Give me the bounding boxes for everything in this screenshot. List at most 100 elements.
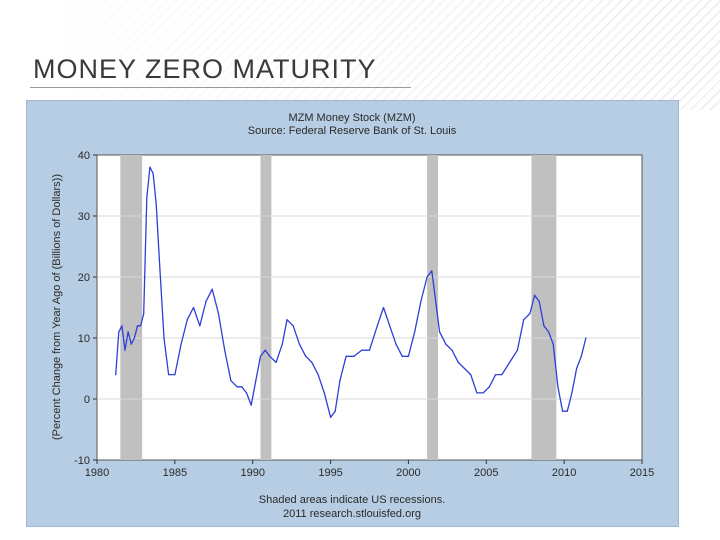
data-point [580, 355, 582, 357]
mzm-chart: MZM Money Stock (MZM) Source: Federal Re… [51, 112, 654, 520]
y-tick-label: -10 [74, 455, 90, 467]
data-point [382, 306, 385, 309]
data-point [115, 374, 117, 376]
data-point [495, 374, 497, 376]
recession-band [260, 155, 272, 460]
data-point [482, 392, 484, 394]
data-point [451, 349, 453, 351]
data-point [186, 319, 188, 321]
data-point [401, 355, 403, 357]
plot-area [96, 154, 643, 461]
data-point [230, 380, 232, 382]
data-point [334, 410, 336, 412]
x-tick-label: 1995 [318, 467, 342, 479]
data-point [407, 355, 410, 357]
data-point [376, 325, 378, 327]
y-tick-label: 30 [78, 211, 90, 223]
data-point [255, 380, 257, 382]
data-point [488, 386, 490, 388]
data-point [543, 325, 545, 327]
axes: -10 0 10 20 30 40 1980 1985 1990 1995 2000 2005 2010… [74, 150, 654, 479]
data-point [523, 319, 525, 321]
data-point [329, 416, 332, 418]
series-layer [115, 166, 587, 418]
data-point [168, 374, 170, 376]
data-point [155, 203, 157, 205]
data-point [292, 325, 294, 327]
data-point [476, 392, 478, 394]
recession-band [531, 155, 557, 460]
data-point [445, 343, 447, 345]
data-point [571, 392, 573, 394]
data-point [547, 331, 550, 333]
slide-title: MONEY ZERO MATURITY [33, 54, 377, 84]
x-tick-label: 1990 [240, 467, 264, 479]
y-tick-label: 10 [78, 333, 90, 345]
data-point [192, 306, 195, 309]
data-point [245, 392, 248, 394]
data-point [174, 374, 176, 376]
data-point [130, 343, 132, 345]
y-axis-label: (Percent Change from Year Ago of (Billio… [51, 174, 63, 440]
data-point [286, 319, 288, 321]
x-tick-label: 2010 [552, 467, 576, 479]
data-point [368, 349, 371, 351]
x-tick-label: 1985 [163, 467, 187, 479]
data-point [420, 300, 422, 302]
y-tick-label: 40 [78, 150, 90, 162]
data-point [463, 367, 466, 370]
data-point [281, 343, 283, 345]
data-point [140, 325, 142, 327]
data-point [339, 380, 341, 382]
background-fade [0, 0, 720, 110]
data-point [163, 337, 165, 339]
recession-bands [120, 155, 557, 460]
data-point [236, 386, 238, 388]
data-point [538, 300, 540, 302]
data-point [158, 258, 160, 260]
data-point [509, 361, 511, 363]
data-point [361, 349, 363, 351]
data-point [576, 367, 578, 370]
x-tick-label: 1980 [85, 467, 109, 479]
data-point [152, 172, 154, 174]
data-point [149, 166, 151, 168]
data-point [438, 331, 441, 333]
x-tick-label: 2015 [630, 467, 654, 479]
data-point [124, 349, 126, 351]
data-point [552, 343, 554, 345]
title-underline [30, 87, 411, 88]
data-point [146, 197, 148, 199]
data-point [426, 276, 428, 278]
data-point [298, 343, 301, 345]
data-point [180, 343, 182, 345]
data-point [136, 325, 139, 327]
data-point [345, 355, 347, 357]
data-point [431, 270, 433, 272]
recession-band [120, 155, 143, 460]
data-point [353, 355, 355, 357]
data-point [311, 361, 313, 363]
data-point [501, 374, 503, 376]
recession-band [427, 155, 439, 460]
data-point [323, 392, 325, 394]
data-point [389, 325, 391, 327]
footer-note: Shaded areas indicate US recessions. [259, 494, 446, 506]
y-tick-label: 20 [78, 272, 90, 284]
y-tick-label: 0 [84, 394, 90, 406]
data-point [199, 325, 201, 327]
data-point [470, 374, 472, 376]
data-point [211, 288, 213, 290]
data-point [395, 343, 397, 345]
data-point [224, 349, 226, 351]
chart-subtitle: Source: Federal Reserve Bank of St. Loui… [248, 125, 457, 137]
data-point [529, 313, 531, 315]
data-point [217, 313, 220, 315]
data-point [264, 349, 266, 351]
data-point [566, 410, 568, 412]
data-point [121, 325, 123, 327]
footer-source: 2011 research.stlouisfed.org [283, 508, 421, 520]
data-point [557, 386, 559, 388]
data-point [269, 355, 271, 357]
data-point [205, 300, 207, 302]
